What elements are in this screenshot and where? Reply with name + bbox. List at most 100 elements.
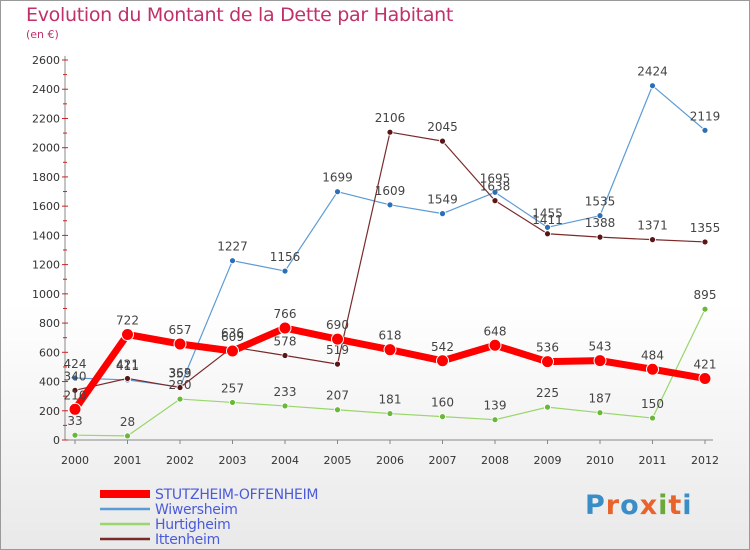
data-point-stutzheim-offenheim: [488, 338, 502, 352]
data-point-wiwersheim: [544, 223, 551, 231]
data-label-ittenheim: 359: [169, 367, 192, 381]
y-tick-label: 2000: [32, 142, 60, 155]
proxiti-logo: Proxiti: [585, 490, 693, 521]
data-point-wiwersheim: [649, 82, 656, 90]
data-label-stutzheim-offenheim: 421: [694, 357, 717, 371]
y-tick-label: 1400: [32, 229, 60, 242]
y-tick-label: 1200: [32, 259, 60, 272]
x-tick-label: 2000: [61, 454, 89, 467]
data-label-stutzheim-offenheim: 543: [589, 340, 612, 354]
data-point-hurtigheim: [281, 402, 289, 410]
logo-letter: r: [605, 490, 621, 521]
data-point-stutzheim-offenheim: [436, 354, 449, 368]
data-point-ittenheim: [281, 352, 289, 359]
data-point-hurtigheim: [649, 414, 656, 422]
data-point-stutzheim-offenheim: [121, 327, 134, 341]
x-tick-label: 2011: [639, 454, 667, 467]
data-label-stutzheim-offenheim: 690: [326, 318, 349, 332]
legend-label-hurtigheim: Hurtigheim: [155, 517, 230, 533]
data-point-wiwersheim: [334, 188, 341, 196]
data-label-hurtigheim: 139: [484, 399, 507, 413]
data-point-ittenheim: [71, 386, 79, 394]
data-point-wiwersheim: [491, 188, 499, 196]
data-label-hurtigheim: 150: [641, 397, 664, 411]
logo-letter: x: [639, 490, 659, 521]
data-label-stutzheim-offenheim: 648: [484, 324, 507, 338]
y-tick-label: 2400: [32, 83, 60, 96]
data-label-wiwersheim: 2424: [637, 65, 668, 79]
x-tick-label: 2010: [586, 454, 614, 467]
data-label-wiwersheim: 424: [64, 357, 87, 371]
data-point-stutzheim-offenheim: [646, 362, 659, 376]
data-point-hurtigheim: [596, 409, 604, 417]
data-label-hurtigheim: 233: [274, 385, 297, 399]
data-point-hurtigheim: [439, 413, 446, 421]
data-label-ittenheim: 1411: [532, 213, 563, 227]
logo-letter: i: [682, 490, 693, 521]
data-label-stutzheim-offenheim: 657: [169, 323, 192, 337]
data-label-stutzheim-offenheim: 484: [641, 348, 664, 362]
logo-letter: o: [620, 490, 640, 521]
logo-letter: t: [668, 490, 683, 521]
data-label-hurtigheim: 160: [431, 396, 454, 410]
data-point-hurtigheim: [544, 403, 551, 411]
data-point-stutzheim-offenheim: [331, 332, 344, 346]
data-point-stutzheim-offenheim: [173, 337, 187, 351]
data-point-wiwersheim: [71, 374, 79, 382]
x-tick-label: 2003: [219, 454, 247, 467]
y-tick-label: 2200: [32, 112, 60, 125]
data-label-wiwersheim: 1699: [322, 171, 353, 185]
data-label-hurtigheim: 225: [536, 386, 559, 400]
data-label-stutzheim-offenheim: 722: [116, 313, 139, 327]
data-point-stutzheim-offenheim: [541, 355, 554, 369]
x-tick-label: 2004: [271, 454, 299, 467]
data-label-wiwersheim: 1535: [585, 195, 616, 209]
legend-label-stutzheim-offenheim: STUTZHEIM-OFFENHEIM: [155, 487, 318, 503]
data-label-wiwersheim: 1609: [375, 184, 406, 198]
data-label-wiwersheim: 411: [116, 359, 139, 373]
data-label-hurtigheim: 257: [221, 381, 244, 395]
x-tick-label: 2005: [324, 454, 352, 467]
data-point-hurtigheim: [71, 431, 79, 439]
data-point-stutzheim-offenheim: [226, 344, 239, 358]
logo-letter: i: [658, 490, 669, 521]
data-point-wiwersheim: [386, 201, 394, 209]
data-point-ittenheim: [701, 238, 709, 246]
data-label-wiwersheim: 1549: [427, 193, 458, 207]
data-label-ittenheim: 519: [326, 343, 349, 357]
y-tick-label: 0: [53, 434, 60, 447]
data-point-ittenheim: [649, 236, 656, 244]
data-label-ittenheim: 2106: [375, 111, 406, 125]
data-label-ittenheim: 1355: [690, 221, 721, 235]
y-tick-label: 600: [39, 346, 60, 359]
data-label-stutzheim-offenheim: 609: [221, 330, 244, 344]
data-point-hurtigheim: [386, 410, 394, 417]
data-label-stutzheim-offenheim: 210: [64, 388, 87, 402]
data-point-ittenheim: [596, 233, 604, 241]
data-point-ittenheim: [439, 137, 446, 145]
data-label-ittenheim: 340: [64, 369, 87, 383]
data-label-hurtigheim: 207: [326, 389, 349, 403]
data-label-ittenheim: 421: [116, 357, 139, 371]
x-tick-label: 2001: [114, 454, 142, 467]
x-tick-label: 2009: [534, 454, 562, 467]
data-point-hurtigheim: [229, 399, 236, 406]
logo-letter: P: [585, 490, 606, 521]
chart-subtitle: (en €): [26, 28, 59, 41]
legend-label-wiwersheim: Wiwersheim: [155, 502, 238, 518]
x-tick-label: 2012: [691, 454, 719, 467]
data-point-stutzheim-offenheim: [698, 371, 712, 385]
chart-title: Evolution du Montant de la Dette par Hab…: [26, 4, 454, 26]
data-label-ittenheim: 2045: [427, 120, 458, 134]
data-label-hurtigheim: 895: [694, 288, 717, 302]
data-point-stutzheim-offenheim: [278, 321, 292, 335]
y-tick-label: 1000: [32, 288, 60, 301]
data-label-stutzheim-offenheim: 618: [379, 329, 402, 343]
data-label-wiwersheim: 1695: [480, 171, 511, 185]
data-label-stutzheim-offenheim: 542: [431, 340, 454, 354]
y-tick-label: 800: [39, 317, 60, 330]
x-tick-label: 2002: [166, 454, 194, 467]
data-point-stutzheim-offenheim: [383, 343, 397, 357]
data-label-wiwersheim: 2119: [690, 109, 721, 123]
